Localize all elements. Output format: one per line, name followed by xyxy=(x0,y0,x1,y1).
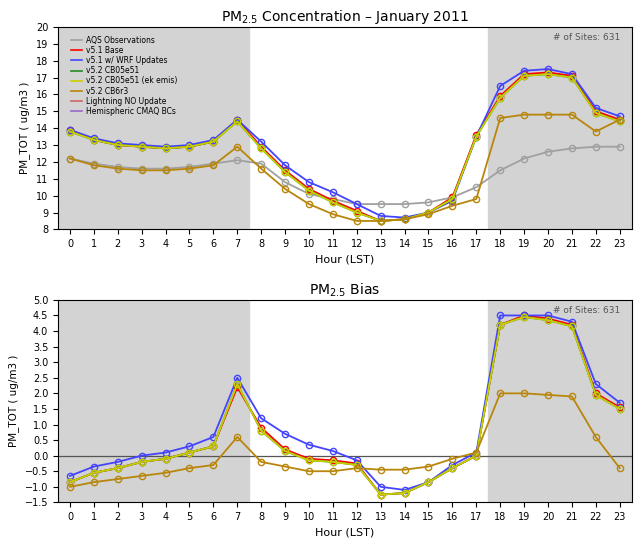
Bar xyxy=(488,27,632,229)
Bar xyxy=(58,27,249,229)
Y-axis label: PM_TOT ( ug/m3 ): PM_TOT ( ug/m3 ) xyxy=(8,355,19,447)
Y-axis label: PM_TOT ( ug/m3 ): PM_TOT ( ug/m3 ) xyxy=(19,82,30,174)
Text: # of Sites: 631: # of Sites: 631 xyxy=(553,33,620,42)
X-axis label: Hour (LST): Hour (LST) xyxy=(316,254,374,265)
Text: # of Sites: 631: # of Sites: 631 xyxy=(553,306,620,315)
Bar xyxy=(58,300,249,502)
Title: PM$_{2.5}$ Concentration – January 2011: PM$_{2.5}$ Concentration – January 2011 xyxy=(221,8,468,26)
Bar xyxy=(488,300,632,502)
Legend: AQS Observations, v5.1 Base, v5.1 w/ WRF Updates, v5.2 CB05e51, v5.2 CB05e51 (ek: AQS Observations, v5.1 Base, v5.1 w/ WRF… xyxy=(68,33,180,119)
X-axis label: Hour (LST): Hour (LST) xyxy=(316,527,374,538)
Title: PM$_{2.5}$ Bias: PM$_{2.5}$ Bias xyxy=(309,281,380,299)
